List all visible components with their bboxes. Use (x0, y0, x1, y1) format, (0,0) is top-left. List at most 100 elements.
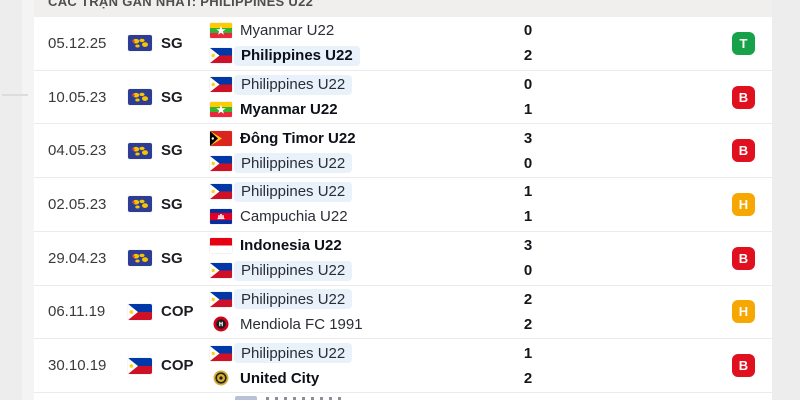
competition: SG (128, 89, 210, 106)
away-score: 1 (523, 208, 533, 226)
competition: COP (128, 303, 210, 320)
match-row[interactable]: 02.05.23 SG Philippines U22 Campuchia U2… (34, 178, 772, 232)
match-date: 04.05.23 (48, 142, 107, 160)
match-date: 06.11.19 (48, 303, 106, 321)
match-row[interactable]: 30.10.19 COP Philippines U22 United City… (34, 339, 772, 393)
competition-code: SG (161, 88, 183, 106)
away-score: 1 (523, 101, 533, 119)
competition: SG (128, 196, 210, 213)
home-score: 3 (523, 237, 533, 255)
home-team-name: Myanmar U22 (240, 22, 335, 40)
match-row[interactable]: 10.05.23 SG Philippines U22 Myanmar U22 … (34, 70, 772, 125)
home-team-name: Philippines U22 (234, 343, 353, 364)
teams: Philippines U22 Mendiola FC 1991 (210, 287, 508, 337)
teams: Philippines U22 Myanmar U22 (210, 72, 508, 122)
away-score: 0 (523, 154, 533, 172)
result-badge[interactable]: B (732, 246, 755, 270)
competition: COP (128, 357, 210, 374)
result-badge[interactable]: T (732, 31, 755, 55)
home-score: 1 (523, 344, 533, 362)
away-team: Campuchia U22 (210, 204, 508, 229)
match-date: 29.04.23 (48, 249, 107, 267)
result-badge[interactable]: H (732, 192, 755, 216)
myanmar-flag-icon (210, 102, 232, 117)
home-team-name: Philippines U22 (234, 181, 353, 202)
home-team-name: Philippines U22 (234, 289, 353, 310)
page-gutter-divider (2, 94, 28, 96)
philippines-flag-icon (128, 358, 152, 374)
match-list: 05.12.25 SG Myanmar U22 Philippines U22 … (34, 17, 772, 393)
away-score: 2 (523, 369, 533, 387)
competition-code: COP (161, 357, 194, 375)
competition: SG (128, 35, 210, 52)
philippines-flag-icon (210, 77, 232, 92)
away-score: 2 (523, 47, 533, 65)
home-team: Myanmar U22 (210, 18, 508, 43)
match-row[interactable]: 06.11.19 COP Philippines U22 Mendiola FC… (34, 285, 772, 340)
home-score: 1 (523, 183, 533, 201)
competition-code: COP (161, 303, 194, 321)
home-team-name: Indonesia U22 (240, 237, 342, 255)
result-badge[interactable]: B (732, 354, 755, 378)
page-gutter-light-band (22, 0, 34, 400)
away-score: 2 (523, 315, 533, 333)
away-team: Philippines U22 (210, 151, 508, 176)
partial-flag-icon (235, 396, 257, 400)
home-team: Đông Timor U22 (210, 126, 508, 151)
away-team-name: Myanmar U22 (240, 101, 338, 119)
teams: Đông Timor U22 Philippines U22 (210, 126, 508, 176)
teams: Myanmar U22 Philippines U22 (210, 18, 508, 68)
teams: Indonesia U22 Philippines U22 (210, 233, 508, 283)
away-team: Philippines U22 (210, 43, 508, 68)
home-score: 0 (523, 22, 533, 40)
recent-matches-card: CÁC TRẬN GẦN NHẤT: PHILIPPINES U22 05.12… (34, 0, 772, 400)
scores: 0 2 (508, 18, 548, 68)
away-score: 0 (523, 262, 533, 280)
cambodia-flag-icon (210, 209, 232, 224)
home-score: 3 (523, 129, 533, 147)
match-row[interactable]: 05.12.25 SG Myanmar U22 Philippines U22 … (34, 17, 772, 71)
home-team: Philippines U22 (210, 287, 508, 312)
sea-games-world-icon (128, 143, 152, 159)
match-date: 30.10.19 (48, 357, 107, 375)
mendiola-fc-logo-icon (213, 316, 229, 332)
match-date: 05.12.25 (48, 34, 107, 52)
competition-code: SG (161, 249, 183, 267)
result-badge[interactable]: B (732, 139, 755, 163)
scores: 2 2 (508, 287, 548, 337)
scores: 1 2 (508, 341, 548, 391)
philippines-flag-icon (210, 292, 232, 307)
home-team: Philippines U22 (210, 179, 508, 204)
away-team-name: United City (240, 369, 320, 387)
indonesia-flag-icon (210, 238, 232, 253)
match-row[interactable]: 29.04.23 SG Indonesia U22 Philippines U2… (34, 231, 772, 286)
competition-code: SG (161, 34, 183, 52)
match-date: 10.05.23 (48, 88, 107, 106)
next-row-partial (34, 393, 772, 400)
home-team-name: Philippines U22 (234, 74, 353, 95)
sea-games-world-icon (128, 35, 152, 51)
competition-code: SG (161, 142, 183, 160)
result-badge[interactable]: B (732, 85, 755, 109)
philippines-flag-icon (210, 48, 232, 63)
away-team-name: Philippines U22 (234, 153, 353, 174)
match-date: 02.05.23 (48, 195, 107, 213)
away-team-name: Mendiola FC 1991 (240, 315, 363, 333)
away-team-name: Philippines U22 (234, 45, 360, 66)
away-team: Myanmar U22 (210, 97, 508, 122)
scores: 0 1 (508, 72, 548, 122)
east-timor-flag-icon (210, 131, 232, 146)
competition: SG (128, 250, 210, 267)
away-team: Philippines U22 (210, 258, 508, 283)
philippines-flag-icon (210, 263, 232, 278)
teams: Philippines U22 Campuchia U22 (210, 179, 508, 229)
philippines-flag-icon (128, 304, 152, 320)
philippines-flag-icon (210, 346, 232, 361)
sea-games-world-icon (128, 196, 152, 212)
match-row[interactable]: 04.05.23 SG Đông Timor U22 Philippines U… (34, 124, 772, 179)
home-team-name: Đông Timor U22 (240, 129, 356, 147)
philippines-flag-icon (210, 156, 232, 171)
away-team-name: Philippines U22 (234, 260, 353, 281)
home-team: Indonesia U22 (210, 233, 508, 258)
result-badge[interactable]: H (732, 300, 755, 324)
